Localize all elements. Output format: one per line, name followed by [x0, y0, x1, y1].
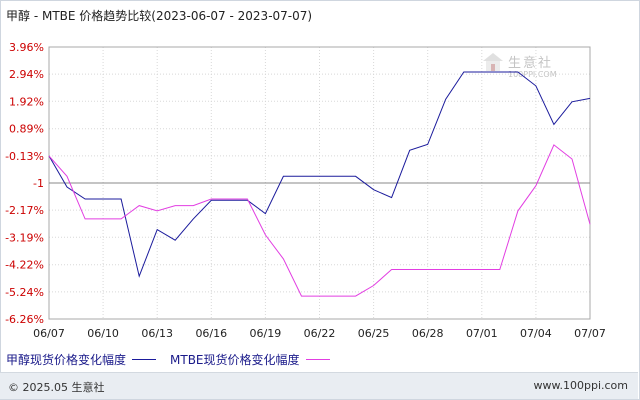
copyright-text: © 2025.05 生意社	[8, 381, 105, 394]
x-tick-label: 06/28	[412, 327, 444, 340]
y-tick-label: -6.26%	[5, 313, 44, 326]
legend-item-series-1: 甲醇现货价格变化幅度	[6, 351, 157, 368]
x-tick-label: 06/19	[250, 327, 282, 340]
site-link[interactable]: www.100ppi.com	[533, 379, 628, 392]
y-tick-label: -4.22%	[5, 259, 44, 272]
legend: 甲醇现货价格变化幅度 MTBE现货价格变化幅度	[6, 351, 344, 368]
x-tick-label: 06/07	[33, 327, 65, 340]
line-chart: 3.96% 2.94% 1.92% 0.89% -0.13% -1 -2.17% -3.19%…	[5, 41, 606, 340]
y-tick-label: 2.94%	[9, 68, 44, 81]
x-tick-label: 07/07	[574, 327, 606, 340]
y-tick-label: 1.92%	[9, 95, 44, 108]
y-axis: 3.96% 2.94% 1.92% 0.89% -0.13% -1 -2.17% -3.19%…	[5, 41, 44, 326]
x-tick-label: 06/25	[358, 327, 390, 340]
y-tick-label: -0.13%	[5, 150, 44, 163]
series	[48, 71, 591, 297]
legend-swatch-series-2	[305, 359, 330, 360]
x-tick-label: 07/04	[520, 327, 552, 340]
y-tick-label: 0.89%	[9, 123, 44, 136]
y-tick-label: -3.19%	[5, 231, 44, 244]
legend-label-series-2: MTBE现货价格变化幅度	[170, 353, 300, 367]
x-tick-label: 07/01	[466, 327, 498, 340]
legend-item-series-2: MTBE现货价格变化幅度	[170, 351, 330, 368]
y-tick-label: -5.24%	[5, 286, 44, 299]
y-tick-label: -1	[33, 177, 44, 190]
x-tick-label: 06/10	[87, 327, 119, 340]
x-axis: 06/07 06/10 06/13 06/16 06/19 06/22 06/25 06/28…	[33, 327, 606, 340]
series-line-1	[48, 71, 591, 278]
x-tick-label: 06/22	[304, 327, 336, 340]
chart-title: 甲醇 - MTBE 价格趋势比较(2023-06-07 - 2023-07-07…	[6, 9, 313, 23]
footer-bar: © 2025.05 生意社 www.100ppi.com	[0, 372, 638, 399]
legend-label-series-1: 甲醇现货价格变化幅度	[6, 353, 127, 367]
y-tick-label: 3.96%	[9, 41, 44, 54]
x-tick-label: 06/16	[195, 327, 227, 340]
series-line-2	[48, 144, 591, 297]
legend-swatch-series-1	[132, 359, 157, 360]
x-tick-label: 06/13	[141, 327, 173, 340]
y-tick-label: -2.17%	[5, 204, 44, 217]
